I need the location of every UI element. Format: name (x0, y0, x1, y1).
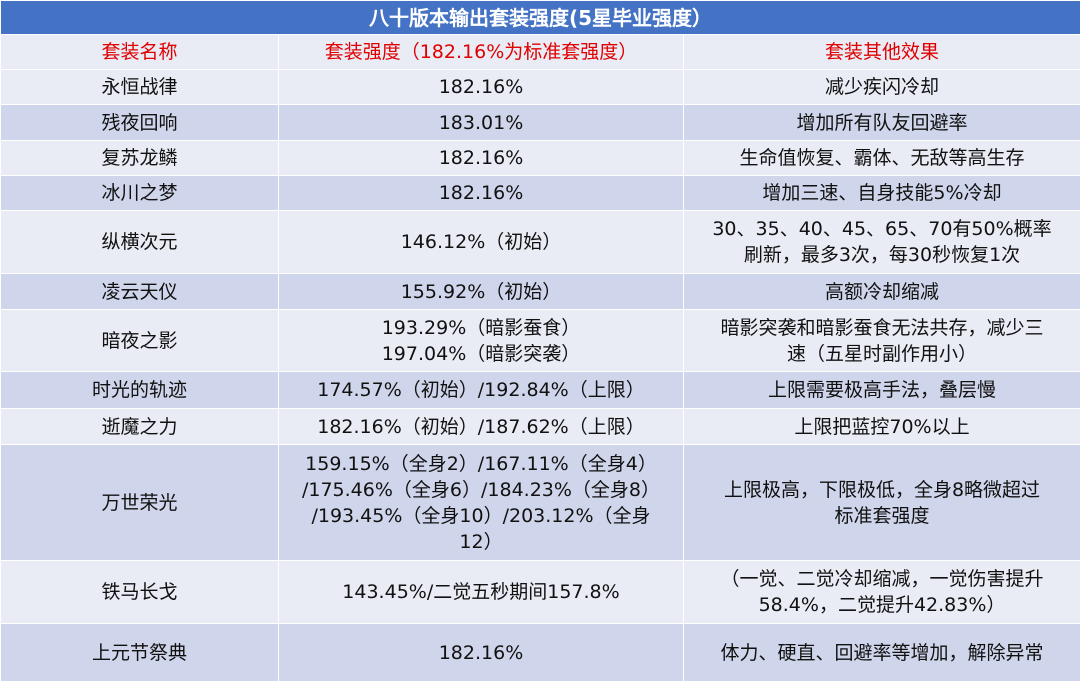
table-cell: 159.15%（全身2）/167.11%（全身4） /175.46%（全身6）/1… (278, 444, 684, 561)
header-cell: 套装强度（182.16%为标准套强度） (278, 34, 684, 70)
table-row: 凌云天仪 155.92%（初始） 高额冷却缩减 (0, 273, 1080, 310)
cell-line: 速（五星时副作用小） (786, 342, 977, 365)
table-cell: 逝魔之力 (0, 408, 279, 445)
table-cell: 上限把蓝控70%以上 (683, 408, 1080, 445)
table-row: 残夜回响 183.01% 增加所有队友回避率 (0, 104, 1080, 141)
table-cell: 182.16% (278, 175, 684, 211)
cell-line: 197.04%（暗影突袭） (381, 342, 581, 365)
table-cell: 铁马长戈 (0, 560, 279, 624)
table-title: 八十版本输出套装强度(5星毕业强度） (0, 0, 1080, 35)
table-cell: 体力、硬直、回避率等增加，解除异常 (683, 623, 1080, 682)
table-cell: 残夜回响 (0, 104, 279, 141)
cell-line: 上限极高，下限极低，全身8略微超过 (723, 478, 1041, 501)
cell-line: 12） (459, 530, 503, 553)
header-cell: 套装名称 (0, 34, 279, 70)
table-cell: 高额冷却缩减 (683, 273, 1080, 310)
table-cell: 永恒战律 (0, 69, 279, 105)
table-row: 永恒战律 182.16% 减少疾闪冷却 (0, 69, 1080, 105)
table-cell: 193.29%（暗影蚕食） 197.04%（暗影突袭） (278, 309, 684, 372)
cell-line: 193.29%（暗影蚕食） (381, 316, 581, 339)
table-cell: 万世荣光 (0, 444, 279, 561)
table-row: 万世荣光 159.15%（全身2）/167.11%（全身4） /175.46%（全身… (0, 444, 1080, 561)
table-row: 复苏龙鳞 182.16% 生命值恢复、霸体、无敌等高生存 (0, 140, 1080, 176)
cell-line: 159.15%（全身2）/167.11%（全身4） (305, 452, 657, 475)
table-cell: 上限极高，下限极低，全身8略微超过 标准套强度 (683, 444, 1080, 561)
table-cell: 30、35、40、45、65、70有50%概率 刷新，最多3次，每30秒恢复1次 (683, 210, 1080, 274)
table-cell: 生命值恢复、霸体、无敌等高生存 (683, 140, 1080, 176)
table-cell: 146.12%（初始） (278, 210, 684, 274)
table-cell: 时光的轨迹 (0, 371, 279, 409)
table-cell: 上元节祭典 (0, 623, 279, 682)
table-cell: 增加三速、自身技能5%冷却 (683, 175, 1080, 211)
cell-line: 58.4%，二觉提升42.83%） (758, 594, 1006, 616)
table-cell: 182.16% (278, 623, 684, 682)
table-cell: 174.57%（初始）/192.84%（上限） (278, 371, 684, 409)
table-cell: 182.16%（初始）/187.62%（上限） (278, 408, 684, 445)
cell-line: 30、35、40、45、65、70有50%概率 (712, 218, 1052, 240)
table-cell: 上限需要极高手法，叠层慢 (683, 371, 1080, 409)
cell-line: /175.46%（全身6）/184.23%（全身8） (301, 478, 661, 501)
cell-line: /193.45%（全身10）/203.12%（全身 (311, 504, 651, 527)
table-cell: 减少疾闪冷却 (683, 69, 1080, 105)
table-cell: （一觉、二觉冷却缩减，一觉伤害提升 58.4%，二觉提升42.83%） (683, 560, 1080, 624)
cell-line: 暗影突袭和暗影蚕食无法共存，减少三 (720, 316, 1044, 339)
table-row: 纵横次元 146.12%（初始） 30、35、40、45、65、70有50%概率 刷新… (0, 210, 1080, 274)
table-cell: 暗夜之影 (0, 309, 279, 372)
table-row: 上元节祭典 182.16% 体力、硬直、回避率等增加，解除异常 (0, 623, 1080, 682)
table-row: 暗夜之影 193.29%（暗影蚕食） 197.04%（暗影突袭） 暗影突袭和暗影蚕食无… (0, 309, 1080, 372)
table-row: 逝魔之力 182.16%（初始）/187.62%（上限） 上限把蓝控70%以上 (0, 408, 1080, 445)
cell-line: 标准套强度 (834, 504, 930, 527)
table-cell: 143.45%/二觉五秒期间157.8% (278, 560, 684, 624)
header-cell: 套装其他效果 (683, 34, 1080, 70)
cell-line: （一觉、二觉冷却缩减，一觉伤害提升 (720, 568, 1044, 590)
table-cell: 155.92%（初始） (278, 273, 684, 310)
table-row: 冰川之梦 182.16% 增加三速、自身技能5%冷却 (0, 175, 1080, 211)
table-row: 时光的轨迹 174.57%（初始）/192.84%（上限） 上限需要极高手法，叠层慢 (0, 371, 1080, 409)
table-cell: 182.16% (278, 140, 684, 176)
table-cell: 增加所有队友回避率 (683, 104, 1080, 141)
table-cell: 182.16% (278, 69, 684, 105)
table-cell: 复苏龙鳞 (0, 140, 279, 176)
table-cell: 纵横次元 (0, 210, 279, 274)
header-row: 套装名称 套装强度（182.16%为标准套强度） 套装其他效果 (0, 34, 1080, 70)
table-cell: 凌云天仪 (0, 273, 279, 310)
table-cell: 183.01% (278, 104, 684, 141)
table-cell: 冰川之梦 (0, 175, 279, 211)
cell-line: 刷新，最多3次，每30秒恢复1次 (743, 244, 1021, 266)
title-row: 八十版本输出套装强度(5星毕业强度） (0, 0, 1080, 35)
table-row: 铁马长戈 143.45%/二觉五秒期间157.8% （一觉、二觉冷却缩减，一觉伤害提… (0, 560, 1080, 624)
table-cell: 暗影突袭和暗影蚕食无法共存，减少三 速（五星时副作用小） (683, 309, 1080, 372)
